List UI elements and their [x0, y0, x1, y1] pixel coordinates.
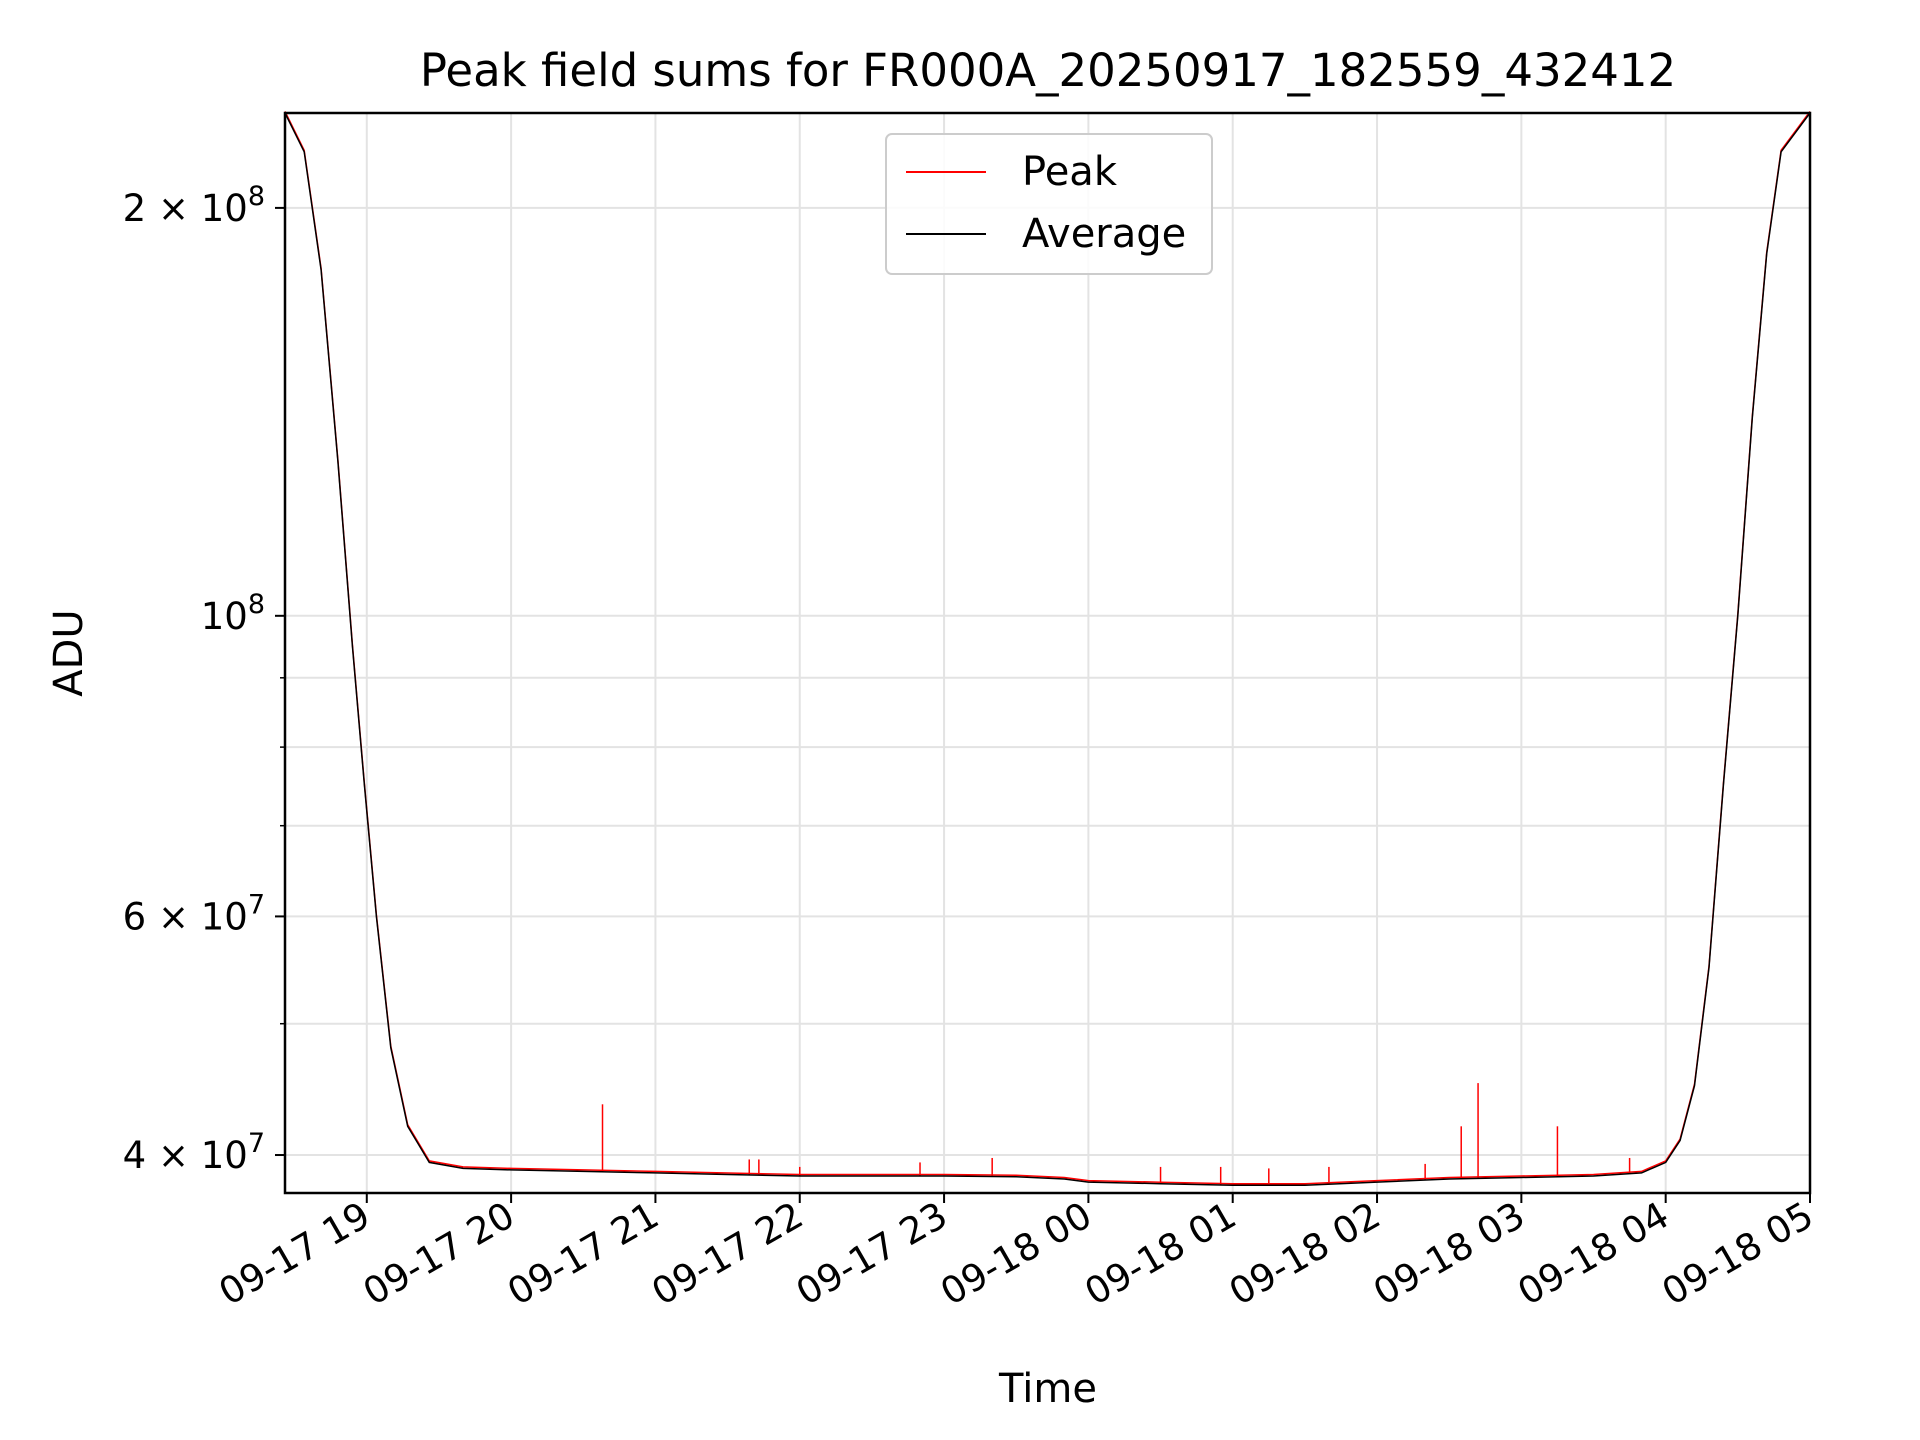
x-axis-label: Time: [998, 1366, 1097, 1412]
y-tick-label: 4 × 107: [123, 1128, 265, 1177]
legend-box: [885, 133, 1213, 275]
legend-average-label: Average: [1022, 211, 1186, 257]
plot-frame: [283, 111, 1812, 1195]
y-tick-label: 6 × 107: [123, 889, 265, 938]
y-tick-label: 2 × 108: [123, 181, 265, 230]
legend-peak-label: Peak: [1022, 149, 1118, 195]
y-axis-ticks: 4 × 107 6 × 107 108 2 × 108: [123, 181, 285, 1177]
average-series-line: [284, 112, 1811, 1186]
y-tick-label: 108: [201, 589, 265, 638]
chart-title: Peak field sums for FR000A_20250917_1825…: [420, 44, 1676, 97]
series-layer: [284, 111, 1811, 1186]
legend: Peak Average: [885, 133, 1213, 275]
y-axis-label: ADU: [46, 609, 92, 696]
